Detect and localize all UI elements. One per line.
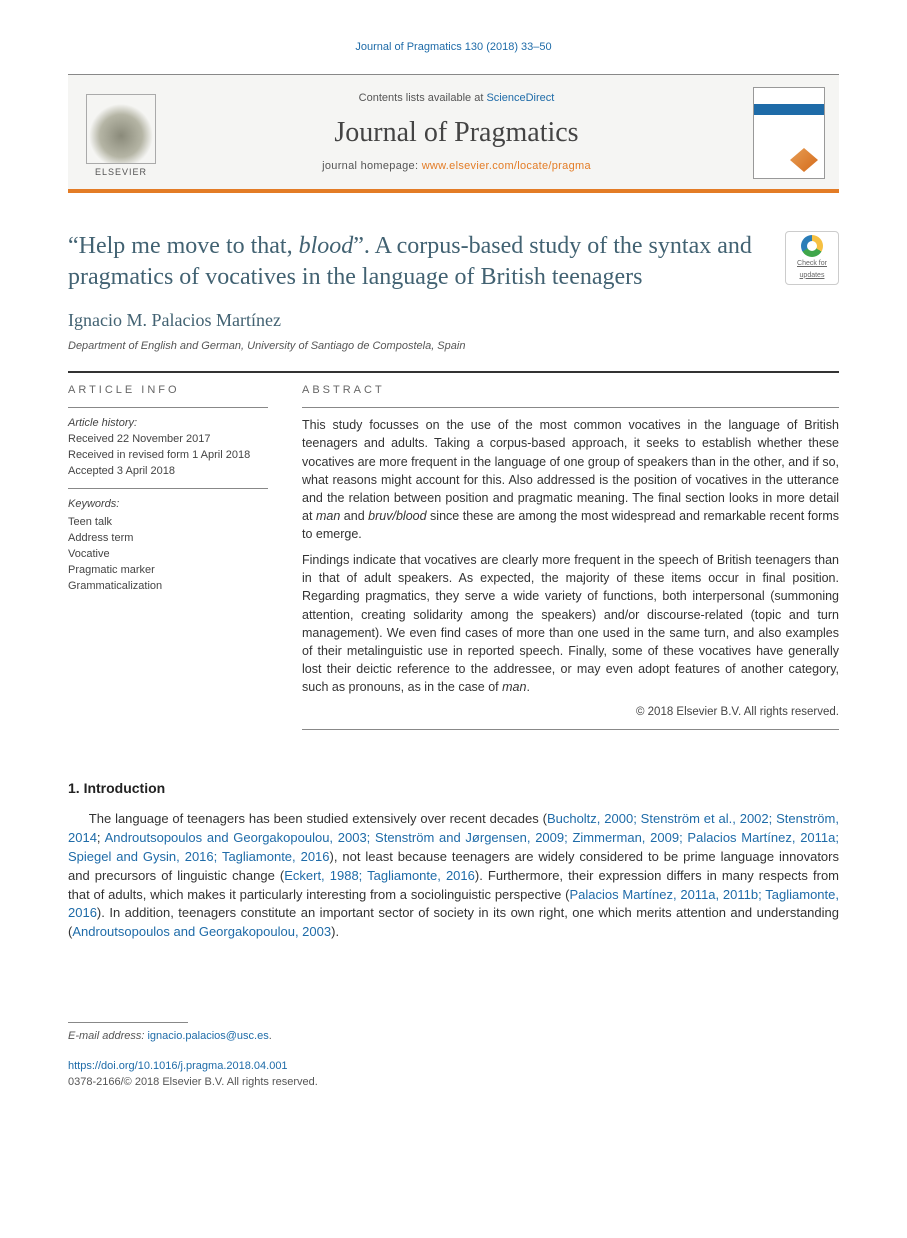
keyword: Address term [68, 532, 133, 544]
author-name: Ignacio M. Palacios Martínez [68, 307, 839, 333]
abstract-text: Findings indicate that vocatives are cle… [302, 553, 839, 694]
journal-homepage-line: journal homepage: www.elsevier.com/locat… [172, 159, 741, 175]
history-accepted: Accepted 3 April 2018 [68, 465, 175, 477]
abstract-italic: man [502, 680, 526, 694]
section-heading: 1. Introduction [68, 778, 839, 798]
author-affiliation: Department of English and German, Univer… [68, 339, 839, 355]
divider [302, 729, 839, 730]
keyword: Teen talk [68, 516, 112, 528]
abstract-italic: man [316, 509, 340, 523]
journal-title: Journal of Pragmatics [172, 113, 741, 154]
abstract-column: ABSTRACT This study focusses on the use … [302, 373, 839, 729]
contents-prefix: Contents lists available at [359, 92, 487, 104]
publisher-logo: ELSEVIER [82, 87, 160, 179]
abstract-text: and [340, 509, 368, 523]
body-paragraph: The language of teenagers has been studi… [68, 810, 839, 942]
publisher-name: ELSEVIER [95, 166, 147, 179]
doi-line: https://doi.org/10.1016/j.pragma.2018.04… [68, 1059, 839, 1075]
footnote-rule [68, 1022, 188, 1023]
contents-available-line: Contents lists available at ScienceDirec… [172, 91, 741, 107]
elsevier-tree-icon [86, 94, 156, 164]
corresponding-email-line: E-mail address: ignacio.palacios@usc.es. [68, 1029, 839, 1045]
journal-homepage-link[interactable]: www.elsevier.com/locate/pragma [422, 160, 591, 172]
journal-reference: Journal of Pragmatics 130 (2018) 33–50 [68, 40, 839, 56]
body-text: ). [331, 924, 339, 939]
sciencedirect-link[interactable]: ScienceDirect [486, 92, 554, 104]
homepage-prefix: journal homepage: [322, 160, 422, 172]
author-email-link[interactable]: ignacio.palacios@usc.es [147, 1030, 268, 1042]
crossmark-icon [801, 235, 823, 257]
issn-copyright-line: 0378-2166/© 2018 Elsevier B.V. All right… [68, 1075, 839, 1091]
check-for-updates-badge[interactable]: Check for updates [785, 231, 839, 285]
title-part-italic: blood [299, 233, 354, 259]
keyword: Grammaticalization [68, 580, 162, 592]
article-info-heading: ARTICLE INFO [68, 373, 268, 407]
history-received: Received 22 November 2017 [68, 433, 210, 445]
article-header: “Help me move to that, blood”. A corpus-… [68, 231, 839, 355]
article-info-column: ARTICLE INFO Article history: Received 2… [68, 373, 268, 729]
article-history: Article history: Received 22 November 20… [68, 408, 268, 488]
updates-line1: Check for [797, 259, 827, 269]
masthead: ELSEVIER Contents lists available at Sci… [68, 74, 839, 193]
title-part-pre: “Help me move to that, [68, 233, 299, 259]
article-title: “Help me move to that, blood”. A corpus-… [68, 231, 771, 293]
masthead-center: Contents lists available at ScienceDirec… [172, 87, 741, 179]
keywords-block: Keywords: Teen talk Address term Vocativ… [68, 489, 268, 603]
history-label: Article history: [68, 417, 137, 429]
info-abstract-row: ARTICLE INFO Article history: Received 2… [68, 373, 839, 729]
keyword: Pragmatic marker [68, 564, 155, 576]
period: . [269, 1030, 272, 1042]
email-label: E-mail address: [68, 1030, 147, 1042]
body-text: The language of teenagers has been studi… [89, 811, 547, 826]
abstract-body: This study focusses on the use of the mo… [302, 408, 839, 729]
citation-link[interactable]: Eckert, 1988; Tagliamonte, 2016 [284, 868, 475, 883]
page-footer: E-mail address: ignacio.palacios@usc.es.… [68, 1022, 839, 1091]
keyword: Vocative [68, 548, 110, 560]
journal-cover-thumbnail [753, 87, 825, 179]
body-text: ; [97, 830, 105, 845]
abstract-para: Findings indicate that vocatives are cle… [302, 551, 839, 696]
abstract-italic: bruv/blood [368, 509, 426, 523]
updates-line2: updates [800, 271, 825, 281]
citation-link[interactable]: Androutsopoulos and Georgakopoulou, 2003 [72, 924, 331, 939]
abstract-text: This study focusses on the use of the mo… [302, 418, 839, 523]
abstract-text: . [526, 680, 529, 694]
abstract-para: This study focusses on the use of the mo… [302, 416, 839, 543]
doi-link[interactable]: https://doi.org/10.1016/j.pragma.2018.04… [68, 1060, 288, 1072]
keywords-label: Keywords: [68, 497, 268, 513]
history-revised: Received in revised form 1 April 2018 [68, 449, 250, 461]
abstract-heading: ABSTRACT [302, 373, 839, 407]
abstract-copyright: © 2018 Elsevier B.V. All rights reserved… [302, 704, 839, 721]
